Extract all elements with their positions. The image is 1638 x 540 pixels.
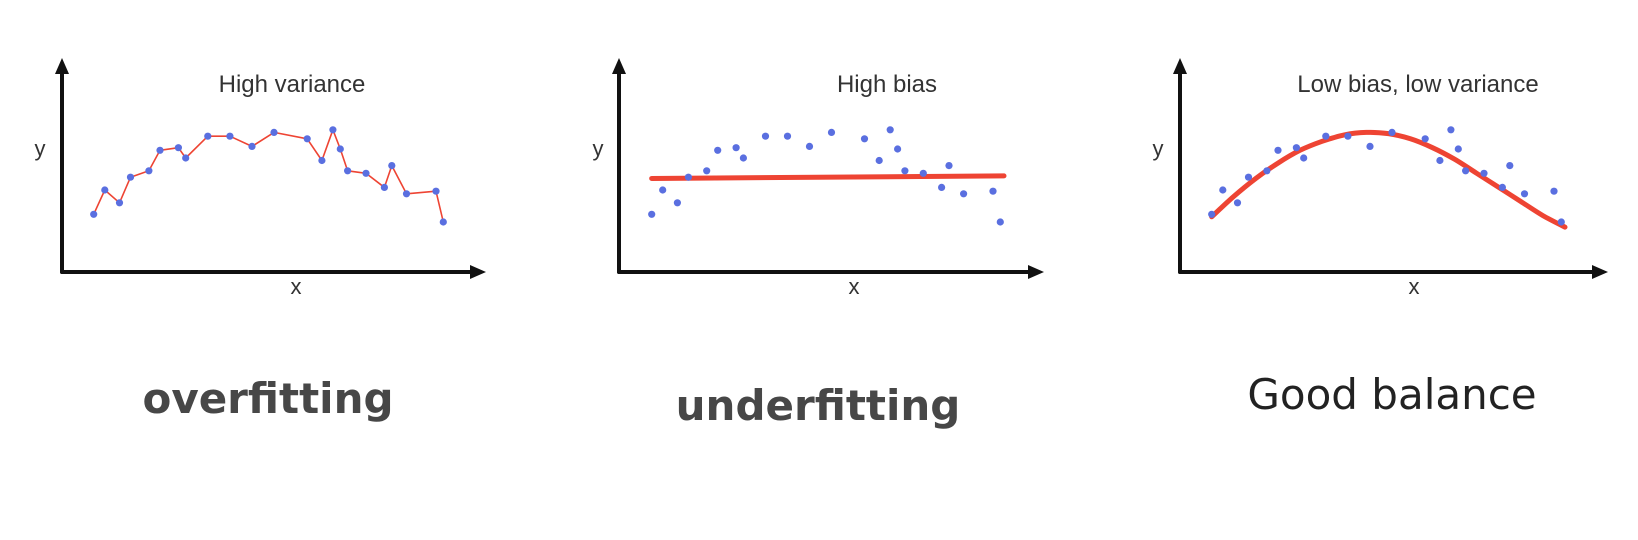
good-balance-title: Low bias, low variance [1297,71,1538,98]
overfitting-y-label: y [35,136,46,161]
overfitting-data-point-13 [318,156,326,165]
overfitting-data-point-7 [182,154,190,162]
good-balance-x-axis-arrow [1592,265,1608,279]
caption-overfitting: overfitting [142,374,394,423]
overfitting-data-point-21 [432,187,440,195]
underfitting-fit-line [649,173,1007,181]
underfitting-data-point-6 [732,144,740,152]
overfitting-data-point-18 [380,183,388,191]
good-balance-data-point-14 [1447,126,1455,134]
good-balance-data-point-16 [1462,167,1470,175]
overfitting-fit-line [92,129,445,223]
overfitting-x-label: x [291,274,302,299]
overfitting-data-point-0 [90,210,98,218]
underfitting-data-point-5 [714,146,722,154]
underfitting-data-point-13 [875,156,883,165]
underfitting-y-label: y [593,136,604,161]
overfitting-data-point-11 [270,128,278,136]
underfitting-data-point-11 [827,128,836,136]
underfitting-data-point-19 [945,162,953,170]
overfitting-data-point-8 [204,132,212,140]
overfitting-title: High variance [219,71,366,98]
overfitting-y-axis-arrow [55,58,69,74]
underfitting-data-point-8 [761,132,770,140]
good-balance-data-point-10 [1366,142,1374,150]
overfitting-data-point-19 [388,162,396,170]
underfitting-data-point-17 [919,169,927,177]
overfitting-data-point-3 [126,173,135,181]
overfitting-data-point-17 [362,169,370,177]
underfitting-y-axis-arrow [612,58,626,74]
good-balance-data-point-0 [1208,210,1216,218]
underfitting-data-point-1 [659,186,667,194]
underfitting-data-point-15 [894,145,902,153]
underfitting-x-axis-arrow [1028,265,1044,279]
overfitting-data-point-14 [329,126,337,134]
overfitting-data-point-9 [226,132,234,140]
good-balance-data-point-11 [1388,128,1396,136]
overfitting-data-point-5 [156,146,164,154]
underfitting-data-point-7 [739,154,748,162]
underfitting-data-point-9 [783,132,792,140]
good-balance-x-label: x [1409,274,1420,299]
overfitting-data-point-6 [174,144,182,152]
underfitting-data-point-14 [886,126,894,134]
overfitting-data-point-22 [439,218,447,226]
underfitting-data-point-22 [996,218,1004,226]
good-balance-y-label: y [1153,136,1164,161]
overfitting-data-point-2 [115,199,124,207]
overfitting-data-point-10 [248,142,256,150]
overfitting-data-point-16 [344,167,352,175]
underfitting-data-point-0 [648,210,656,218]
good-balance-data-point-5 [1274,146,1282,154]
overfitting-data-point-1 [101,186,109,194]
good-balance-data-point-6 [1292,144,1300,152]
good-balance-data-point-20 [1520,190,1529,198]
overfitting-data-point-15 [336,145,344,153]
good-balance-y-axis-arrow [1173,58,1187,74]
underfitting-title: High bias [837,71,937,98]
good-balance-data-point-8 [1322,132,1330,140]
underfitting-data-point-20 [960,190,968,198]
underfitting-data-point-18 [938,183,946,191]
overfitting-data-point-12 [303,135,311,143]
underfitting-data-point-21 [989,187,997,195]
underfitting-data-point-10 [805,142,814,150]
good-balance-data-point-2 [1233,199,1242,207]
good-balance-data-point-7 [1300,154,1308,162]
good-balance-data-point-21 [1550,187,1558,195]
overfitting-data-point-4 [145,167,153,175]
underfitting-data-point-12 [860,135,869,143]
good-balance-data-point-4 [1263,167,1271,175]
good-balance-data-point-18 [1498,183,1506,191]
good-balance-data-point-1 [1219,186,1227,194]
caption-good-balance: Good balance [1247,370,1537,419]
good-balance-data-point-9 [1344,132,1352,140]
good-balance-data-point-3 [1244,173,1253,181]
good-balance-data-point-13 [1436,156,1444,165]
good-balance-fit-curve [1209,129,1568,230]
good-balance-data-point-12 [1421,135,1429,143]
underfitting-data-point-4 [703,167,711,175]
caption-underfitting: underfitting [675,381,961,430]
underfitting-data-point-2 [673,199,682,207]
good-balance-data-point-19 [1506,162,1514,170]
good-balance-data-point-17 [1480,169,1488,177]
good-balance-data-point-22 [1557,218,1565,226]
overfitting-data-point-20 [402,190,411,198]
underfitting-x-label: x [849,274,860,299]
underfitting-data-point-3 [684,173,693,181]
good-balance-data-point-15 [1454,145,1462,153]
underfitting-data-point-16 [901,167,909,175]
overfitting-x-axis-arrow [470,265,486,279]
